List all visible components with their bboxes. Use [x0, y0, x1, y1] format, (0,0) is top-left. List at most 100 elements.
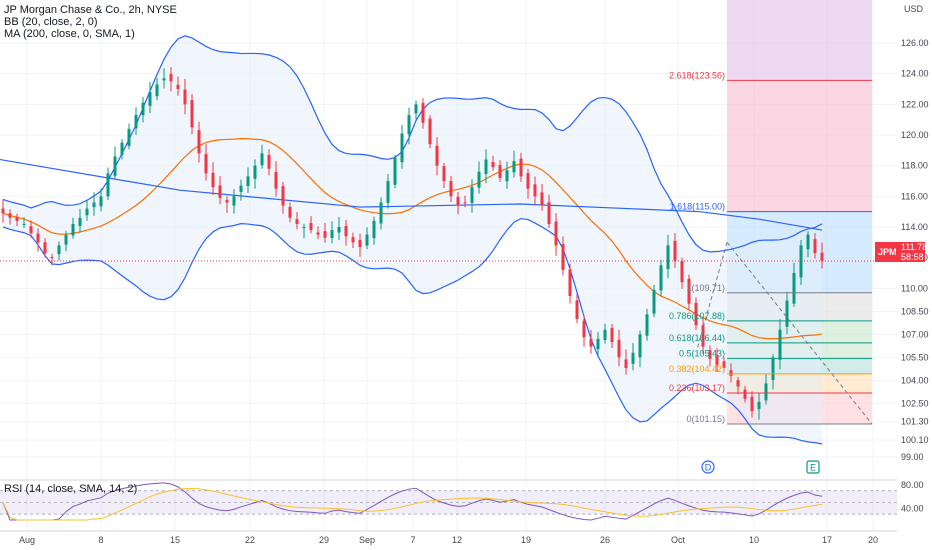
candle — [43, 238, 47, 258]
currency-label: USD — [904, 4, 924, 14]
candle — [267, 149, 271, 176]
candle — [71, 217, 75, 239]
candle — [813, 233, 817, 259]
candle — [666, 234, 670, 279]
candle — [645, 308, 649, 341]
candle — [50, 253, 54, 266]
candle — [421, 98, 425, 129]
candle — [393, 154, 397, 189]
candle — [148, 82, 152, 113]
candle — [554, 213, 558, 256]
candle — [155, 78, 159, 101]
candle — [442, 162, 446, 189]
candle — [603, 323, 607, 344]
candle — [582, 314, 586, 347]
candle — [547, 194, 551, 229]
candle — [379, 197, 383, 230]
candle — [281, 181, 285, 214]
candle — [757, 393, 761, 420]
price-tick-label: 120.00 — [901, 130, 929, 140]
candle — [78, 208, 82, 233]
indicator-ma-label[interactable]: MA (200, close, 0, SMA, 1) — [4, 28, 135, 40]
candle — [743, 385, 747, 403]
candle — [736, 377, 740, 395]
candle — [15, 213, 19, 227]
candle — [8, 209, 12, 225]
symbol-title[interactable]: JP Morgan Chase & Co., 2h, NYSE — [4, 4, 177, 16]
event-marker-e[interactable]: E — [806, 460, 820, 474]
time-tick-label: 7 — [410, 535, 415, 545]
candle — [575, 292, 579, 324]
candle — [99, 188, 103, 212]
candle — [806, 231, 810, 258]
fib-level-label: 0.5(105.43) — [679, 348, 725, 358]
candle — [176, 76, 180, 96]
event-marker-d[interactable]: D — [701, 460, 715, 474]
price-axis[interactable]: USD 126.00 124.00 122.00 120.00 118.00 116.00 1… — [897, 0, 932, 550]
fibonacci-levels: 2.618(123.56) 1.618(115.00) 1(109.71) 0.786… — [0, 70, 897, 425]
price-tick-label: 105.50 — [901, 352, 929, 362]
candle — [113, 146, 117, 180]
time-tick-label: 10 — [749, 535, 759, 545]
candle — [701, 318, 705, 355]
time-tick-label: 26 — [600, 535, 610, 545]
price-tick-label: 114.00 — [901, 222, 928, 232]
candle — [85, 199, 89, 221]
ma-200 — [0, 158, 823, 231]
rsi-line — [2, 482, 823, 521]
candle — [407, 107, 411, 145]
fib-level-label: 0.382(104.42) — [669, 364, 725, 374]
time-tick-label: Sep — [359, 535, 375, 545]
candle — [638, 330, 642, 368]
time-tick-label: Oct — [671, 535, 686, 545]
candle — [778, 319, 782, 370]
candle — [687, 274, 691, 311]
bollinger-bands — [3, 35, 822, 445]
candle — [197, 121, 201, 163]
candle — [141, 96, 145, 123]
candle — [106, 167, 110, 201]
price-tick-label: 101.30 — [901, 417, 929, 427]
rsi-legend[interactable]: RSI (14, close, SMA, 14, 2) — [4, 483, 138, 495]
time-tick-label: 12 — [452, 535, 462, 545]
candle — [57, 241, 61, 261]
price-tick-label: 99.00 — [901, 452, 924, 462]
time-tick-label: 17 — [822, 535, 832, 545]
candle — [351, 232, 355, 249]
candle — [505, 161, 509, 189]
price-tick-label: 122.00 — [901, 99, 929, 109]
fib-level-label: 1.618(115.00) — [670, 202, 725, 212]
candle — [750, 391, 754, 418]
svg-text:E: E — [810, 463, 816, 473]
candle — [498, 160, 502, 183]
candle — [540, 183, 544, 211]
time-tick-label: 8 — [98, 535, 103, 545]
rsi-ma-line — [2, 488, 823, 521]
candle — [694, 297, 698, 331]
fib-level-label: 0.618(106.44) — [669, 333, 725, 343]
indicator-lines — [0, 35, 823, 445]
candle — [316, 226, 320, 240]
candle — [36, 228, 40, 252]
price-tick-label: 116.00 — [901, 191, 928, 201]
time-tick-label: Aug — [19, 535, 35, 545]
candle — [414, 100, 418, 120]
time-tick-label: 15 — [170, 535, 180, 545]
candle — [92, 192, 96, 216]
candle — [295, 212, 299, 230]
bb-upper — [2, 35, 823, 253]
candle — [386, 174, 390, 209]
indicator-bb-label[interactable]: BB (20, close, 2, 0) — [4, 16, 98, 28]
last-price-badge: JPM 111.78 58:58 — [875, 242, 927, 262]
fib-level-label: 0(101.15) — [686, 414, 725, 424]
price-tick-label: 100.10 — [901, 435, 929, 445]
price-tick-label: 124.00 — [901, 69, 929, 79]
candle — [253, 159, 257, 189]
candle — [456, 192, 460, 215]
candle — [1, 199, 5, 223]
candle — [183, 79, 187, 115]
candle — [631, 343, 635, 371]
time-axis[interactable]: Aug 8 15 22 29 Sep 7 12 19 26 Oct 10 17 20 — [19, 535, 878, 545]
